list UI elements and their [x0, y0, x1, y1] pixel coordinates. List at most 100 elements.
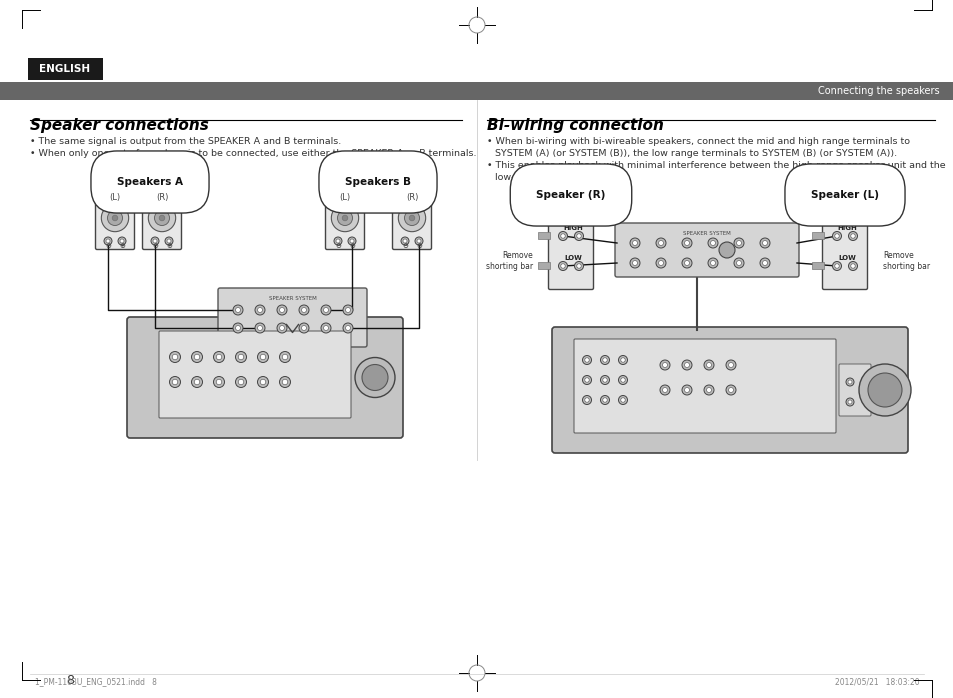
Text: ⊖: ⊖ — [152, 244, 158, 249]
Circle shape — [602, 358, 607, 362]
Circle shape — [298, 305, 309, 315]
Text: Speaker (R): Speaker (R) — [536, 190, 605, 200]
Circle shape — [213, 376, 224, 387]
Text: • When bi-wiring with bi-wireable speakers, connect the mid and high range termi: • When bi-wiring with bi-wireable speake… — [486, 137, 909, 146]
Circle shape — [233, 305, 243, 315]
Circle shape — [320, 305, 331, 315]
Circle shape — [120, 239, 124, 243]
Text: ⊖: ⊖ — [401, 244, 408, 249]
Circle shape — [847, 232, 857, 241]
Circle shape — [398, 205, 425, 232]
Circle shape — [342, 215, 348, 221]
Circle shape — [400, 237, 409, 245]
Circle shape — [582, 396, 591, 405]
Circle shape — [725, 360, 735, 370]
Circle shape — [867, 373, 901, 407]
Circle shape — [728, 362, 733, 368]
Circle shape — [629, 258, 639, 268]
Circle shape — [320, 323, 331, 333]
Circle shape — [301, 325, 306, 330]
FancyBboxPatch shape — [159, 331, 351, 418]
Text: Speaker connections: Speaker connections — [30, 118, 209, 133]
Circle shape — [361, 364, 388, 390]
Circle shape — [681, 238, 691, 248]
Circle shape — [335, 239, 339, 243]
Circle shape — [279, 308, 284, 313]
Circle shape — [235, 376, 246, 387]
Circle shape — [684, 241, 689, 246]
Circle shape — [152, 239, 157, 243]
Text: (R): (R) — [155, 193, 168, 202]
Circle shape — [632, 241, 637, 246]
Text: HIGH: HIGH — [562, 225, 582, 231]
Circle shape — [845, 378, 853, 386]
Circle shape — [656, 258, 665, 268]
Circle shape — [257, 325, 262, 330]
Circle shape — [733, 238, 743, 248]
Circle shape — [599, 376, 609, 385]
Circle shape — [850, 234, 854, 238]
Circle shape — [560, 264, 565, 268]
Circle shape — [148, 205, 175, 232]
Circle shape — [599, 355, 609, 364]
Text: SPEAKER SYSTEM: SPEAKER SYSTEM — [269, 296, 316, 301]
Circle shape — [238, 379, 244, 385]
Circle shape — [279, 325, 284, 330]
Circle shape — [170, 376, 180, 387]
Circle shape — [659, 385, 669, 395]
Text: 8: 8 — [66, 674, 74, 687]
Circle shape — [106, 239, 110, 243]
Circle shape — [620, 378, 624, 383]
Circle shape — [159, 215, 165, 221]
Circle shape — [707, 238, 718, 248]
Circle shape — [661, 387, 667, 392]
Circle shape — [681, 258, 691, 268]
Circle shape — [323, 308, 328, 313]
Circle shape — [574, 262, 583, 271]
Bar — [811, 262, 823, 269]
Circle shape — [151, 237, 159, 245]
Circle shape — [618, 376, 627, 385]
Circle shape — [167, 239, 171, 243]
Bar — [202, 345, 232, 390]
Circle shape — [858, 364, 910, 416]
Circle shape — [584, 398, 589, 402]
Circle shape — [257, 352, 268, 362]
Circle shape — [577, 264, 580, 268]
Circle shape — [706, 387, 711, 392]
Circle shape — [235, 352, 246, 362]
Bar — [0, 82, 953, 100]
FancyBboxPatch shape — [552, 327, 907, 453]
Circle shape — [684, 260, 689, 265]
Circle shape — [725, 385, 735, 395]
Circle shape — [355, 357, 395, 397]
Text: • This enables playback with minimal interference between the high-range speaker: • This enables playback with minimal int… — [486, 161, 944, 170]
Text: ⊕: ⊕ — [166, 244, 172, 249]
Circle shape — [761, 241, 767, 246]
Circle shape — [847, 380, 851, 384]
Circle shape — [101, 205, 129, 232]
Circle shape — [194, 379, 199, 385]
Circle shape — [343, 305, 353, 315]
Circle shape — [331, 205, 358, 232]
Text: Remove
shorting bar: Remove shorting bar — [882, 251, 929, 271]
Circle shape — [703, 385, 713, 395]
Circle shape — [257, 308, 262, 313]
FancyBboxPatch shape — [127, 317, 402, 438]
Circle shape — [656, 238, 665, 248]
Circle shape — [260, 379, 266, 385]
Circle shape — [620, 398, 624, 402]
Circle shape — [415, 237, 422, 245]
Text: (L): (L) — [110, 193, 120, 202]
Circle shape — [761, 260, 767, 265]
Circle shape — [760, 238, 769, 248]
Circle shape — [620, 358, 624, 362]
Circle shape — [194, 355, 199, 359]
Circle shape — [658, 241, 662, 246]
Circle shape — [681, 385, 691, 395]
Circle shape — [618, 355, 627, 364]
Circle shape — [257, 376, 268, 387]
Circle shape — [282, 379, 288, 385]
Circle shape — [235, 308, 240, 313]
Circle shape — [681, 360, 691, 370]
